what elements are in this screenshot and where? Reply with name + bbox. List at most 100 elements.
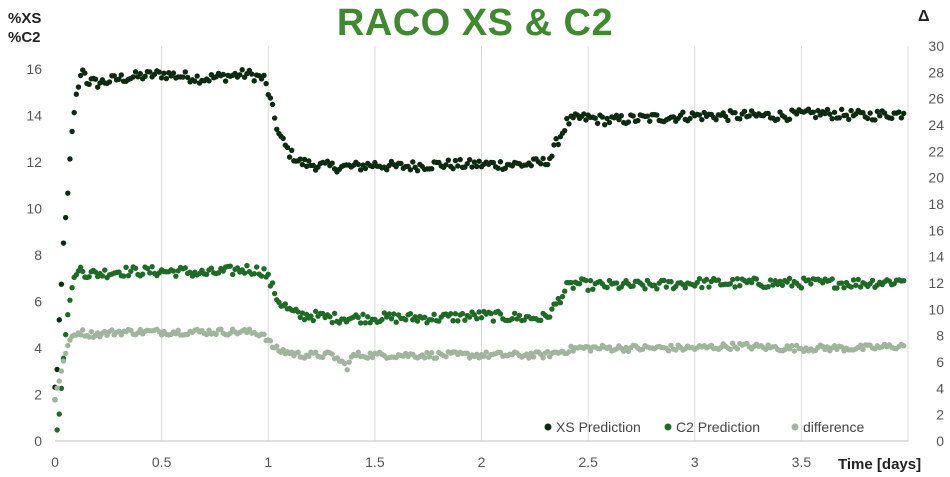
c2-prediction-point bbox=[149, 263, 155, 270]
xs-prediction-point bbox=[831, 109, 838, 115]
xs-prediction-point bbox=[680, 109, 686, 115]
xs-prediction-point bbox=[297, 156, 303, 162]
right-y-tick-label: 14 bbox=[928, 249, 944, 265]
c2-prediction-point bbox=[901, 277, 907, 284]
c2-prediction-point bbox=[559, 293, 566, 300]
c2-prediction-point bbox=[538, 317, 544, 324]
difference-point bbox=[540, 355, 546, 361]
difference-point bbox=[295, 349, 301, 355]
xs-prediction-point bbox=[838, 106, 845, 113]
c2-prediction-point bbox=[497, 311, 504, 317]
xs-prediction-point bbox=[618, 113, 624, 119]
difference-point bbox=[791, 348, 797, 354]
difference-point bbox=[88, 328, 94, 335]
c2-prediction-point bbox=[215, 270, 222, 276]
data-points bbox=[52, 67, 907, 433]
difference-point bbox=[789, 343, 795, 349]
xs-prediction-point bbox=[846, 116, 852, 123]
c2-prediction-point bbox=[431, 311, 437, 318]
c2-prediction-point bbox=[208, 265, 215, 271]
c2-prediction-point bbox=[99, 273, 106, 279]
difference-point bbox=[346, 359, 352, 365]
c2-prediction-point bbox=[808, 281, 814, 287]
xs-prediction-point bbox=[774, 116, 781, 122]
c2-prediction-point bbox=[869, 277, 876, 284]
xs-prediction-point bbox=[142, 73, 148, 80]
difference-point bbox=[544, 349, 551, 355]
c2-prediction-point bbox=[331, 310, 338, 317]
c2-prediction-point bbox=[123, 264, 129, 270]
right-y-tick-label: 12 bbox=[928, 275, 944, 291]
c2-prediction-point bbox=[360, 311, 366, 318]
c2-prediction-point bbox=[474, 315, 480, 322]
xs-prediction-point bbox=[604, 115, 610, 122]
right-y-tick-label: 24 bbox=[928, 117, 944, 133]
xs-prediction-point bbox=[410, 159, 416, 165]
c2-prediction-point bbox=[613, 280, 620, 286]
xs-prediction-point bbox=[249, 71, 255, 77]
difference-point bbox=[306, 353, 312, 360]
c2-prediction-point bbox=[654, 286, 660, 292]
xs-prediction-point bbox=[414, 167, 421, 174]
c2-prediction-point bbox=[144, 265, 151, 272]
xs-prediction-point bbox=[896, 109, 902, 115]
xs-prediction-point bbox=[184, 74, 191, 81]
xs-prediction-point bbox=[106, 79, 113, 85]
legend-marker bbox=[791, 423, 799, 431]
right-y-tick-label: 26 bbox=[928, 91, 944, 107]
c2-prediction-point bbox=[452, 311, 459, 317]
c2-prediction-point bbox=[265, 271, 271, 277]
c2-prediction-point bbox=[694, 279, 700, 286]
xs-prediction-point bbox=[670, 114, 677, 120]
xs-prediction-point bbox=[71, 109, 77, 116]
c2-prediction-point bbox=[282, 301, 289, 307]
xs-prediction-point bbox=[284, 144, 291, 151]
c2-prediction-point bbox=[699, 284, 705, 291]
c2-prediction-point bbox=[244, 262, 250, 269]
c2-prediction-point bbox=[92, 269, 99, 275]
c2-prediction-point bbox=[393, 319, 399, 325]
xs-prediction-point bbox=[182, 69, 189, 75]
xs-prediction-point bbox=[206, 78, 212, 84]
xs-prediction-point bbox=[613, 112, 620, 119]
c2-prediction-point bbox=[447, 311, 454, 317]
difference-point bbox=[80, 327, 86, 333]
right-y-tick-label: 8 bbox=[936, 328, 944, 344]
c2-prediction-point bbox=[568, 279, 574, 286]
xs-prediction-point bbox=[452, 157, 459, 164]
difference-point bbox=[857, 342, 864, 348]
c2-prediction-point bbox=[789, 283, 795, 289]
c2-prediction-point bbox=[173, 273, 179, 279]
xs-prediction-point bbox=[865, 115, 871, 122]
difference-point bbox=[530, 354, 537, 360]
xs-prediction-point bbox=[355, 161, 361, 168]
c2-prediction-point bbox=[77, 264, 84, 270]
c2-prediction-point bbox=[295, 309, 301, 315]
c2-prediction-point bbox=[829, 276, 835, 282]
xs-prediction-point bbox=[445, 157, 452, 163]
right-y-tick-label: 22 bbox=[928, 143, 944, 159]
right-axis-label-delta: Δ bbox=[918, 8, 930, 25]
xs-prediction-point bbox=[877, 113, 883, 119]
difference-point bbox=[56, 378, 62, 384]
c2-prediction-point bbox=[471, 312, 478, 318]
xs-prediction-point bbox=[310, 162, 316, 169]
c2-prediction-point bbox=[67, 297, 73, 303]
xs-prediction-point bbox=[581, 111, 587, 117]
right-y-tick-label: 18 bbox=[928, 196, 944, 212]
difference-point bbox=[65, 342, 71, 349]
c2-prediction-point bbox=[407, 310, 414, 317]
xs-prediction-point bbox=[274, 126, 280, 133]
c2-prediction-point bbox=[553, 301, 559, 307]
difference-point bbox=[433, 355, 440, 361]
difference-point bbox=[901, 343, 907, 349]
xs-prediction-point bbox=[118, 72, 125, 78]
c2-prediction-point bbox=[402, 317, 409, 323]
xs-prediction-point bbox=[111, 73, 117, 79]
c2-prediction-point bbox=[777, 278, 783, 285]
xs-prediction-point bbox=[86, 81, 92, 87]
xs-prediction-point bbox=[687, 115, 693, 122]
c2-prediction-point bbox=[850, 277, 857, 283]
difference-point bbox=[568, 343, 574, 350]
xs-prediction-point bbox=[54, 366, 60, 373]
